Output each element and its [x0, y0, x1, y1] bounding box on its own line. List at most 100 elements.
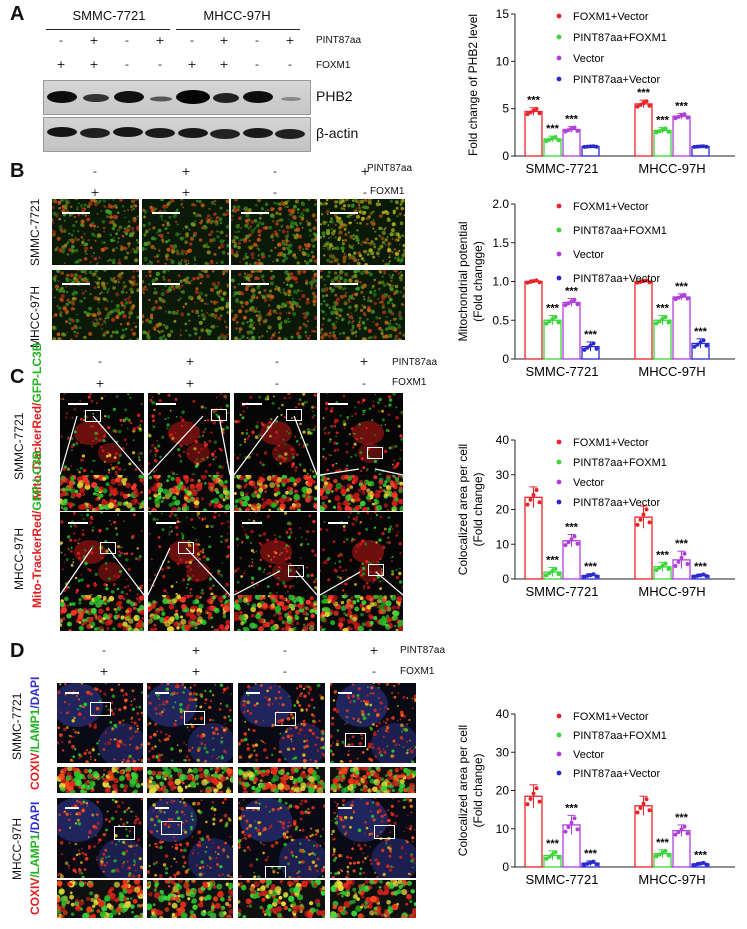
scale-bar	[155, 692, 169, 694]
data-point	[641, 279, 646, 284]
panel-c-foxm1-sign: +	[185, 377, 195, 390]
chart-phb2-level: 0 5 10 15 Fold change of PHB2 level *** *** ***…	[466, 7, 735, 176]
significance-label: ***	[546, 838, 560, 850]
data-point	[537, 500, 542, 505]
significance-label: ***	[675, 281, 689, 293]
legend-label: PINT87aa+Vector	[573, 768, 660, 780]
phb2-bands	[47, 90, 301, 104]
data-point	[553, 850, 558, 855]
scale-bar	[62, 212, 90, 214]
significance-label: ***	[527, 95, 541, 107]
data-point	[663, 848, 668, 853]
data-point	[553, 566, 558, 571]
data-point	[575, 128, 580, 133]
data-point	[569, 820, 574, 825]
bar	[672, 115, 691, 157]
data-point	[679, 827, 684, 832]
legend-label: PINT87aa+Vector	[573, 74, 660, 86]
panel-b-pint87aa-sign: +	[181, 165, 191, 178]
data-point	[695, 342, 700, 347]
blot-pint87aa-sign: +	[219, 34, 229, 47]
zoom-region-box	[85, 410, 101, 422]
y-tick-label: 10	[496, 54, 510, 68]
microscopy-tile	[52, 199, 139, 265]
panel-d-row-label-mhcc: MHCC-97H	[10, 817, 24, 880]
legend-marker	[556, 439, 562, 445]
data-point	[528, 796, 533, 801]
data-point	[582, 862, 587, 867]
scale-bar	[156, 403, 176, 405]
panel-b-foxm1-sign: +	[90, 186, 100, 199]
data-point	[657, 852, 662, 857]
confocal-zoom-tile	[234, 595, 317, 631]
panel-b-row-label-mhcc: MHCC-97H	[28, 285, 42, 348]
y-tick-label: 0	[502, 352, 509, 366]
data-point	[588, 144, 593, 149]
if-tile	[238, 798, 325, 878]
data-point	[635, 522, 640, 527]
panel-label-c: C	[10, 366, 25, 388]
legend-label: FOXM1+Vector	[573, 437, 649, 449]
data-point	[531, 279, 536, 284]
data-point	[563, 303, 568, 308]
data-point	[682, 824, 687, 829]
data-point	[528, 497, 533, 502]
data-point	[588, 573, 593, 578]
legend-marker	[556, 76, 562, 82]
confocal-tile	[60, 512, 144, 596]
data-point	[673, 563, 678, 568]
data-point	[534, 786, 539, 791]
blot-foxm1-sign: -	[125, 58, 129, 71]
panel-c-pint87aa-sign: +	[359, 355, 369, 368]
blot-foxm1-sign: -	[158, 58, 162, 71]
blot-label-phb2: PHB2	[316, 88, 353, 104]
confocal-zoom-tile	[60, 475, 144, 511]
scale-bar	[330, 283, 358, 285]
data-point	[553, 314, 558, 319]
panel-d-pint87aa-sign: -	[283, 644, 287, 657]
data-point	[550, 568, 555, 573]
data-point	[575, 827, 580, 832]
data-point	[692, 863, 697, 868]
y-tick-label: 10	[496, 537, 510, 551]
significance-label: ***	[584, 329, 598, 341]
data-point	[638, 517, 643, 522]
data-point	[647, 520, 652, 525]
confocal-tile	[60, 393, 144, 477]
blot-pint87aa-sign: -	[255, 34, 259, 47]
panel-b-row-label-smmc: SMMC-7721	[28, 198, 42, 266]
confocal-zoom-tile	[320, 475, 403, 511]
panel-c-stain-label-2: Mito-TrackerRed/GFP-LC3B	[30, 450, 44, 608]
significance-label: ***	[565, 286, 579, 298]
data-point	[676, 295, 681, 300]
confocal-zoom-tile	[148, 475, 230, 511]
data-point	[594, 144, 599, 149]
significance-label: ***	[637, 87, 651, 99]
y-tick-label: 20	[496, 503, 510, 517]
data-point	[534, 106, 539, 111]
data-point	[685, 561, 690, 566]
significance-label: ***	[565, 522, 579, 534]
data-point	[547, 571, 552, 576]
legend-marker	[556, 479, 562, 485]
blot-pint87aa-sign: -	[59, 34, 63, 47]
significance-label: ***	[584, 848, 598, 860]
data-point	[654, 854, 659, 859]
panel-b-foxm1-sign: -	[273, 186, 277, 199]
legend-marker	[556, 751, 562, 757]
data-point	[585, 144, 590, 149]
scale-bar	[65, 807, 79, 809]
panel-c-label-pint: PINT87aa	[392, 357, 438, 368]
y-tick-label: 0	[502, 860, 509, 874]
chart-mitochondrial-potential: 0 0.5 1.0 1.5 2.0 Mitochondrial potential (Fol…	[456, 197, 735, 379]
scale-bar	[155, 807, 169, 809]
data-point	[698, 340, 703, 345]
bar	[524, 496, 543, 580]
data-point	[647, 103, 652, 108]
blot-header-smmc: SMMC-7721	[72, 8, 146, 23]
data-point	[588, 343, 593, 348]
data-point	[575, 302, 580, 307]
data-point	[594, 574, 599, 579]
bar	[524, 280, 543, 360]
significance-label: ***	[694, 326, 708, 338]
